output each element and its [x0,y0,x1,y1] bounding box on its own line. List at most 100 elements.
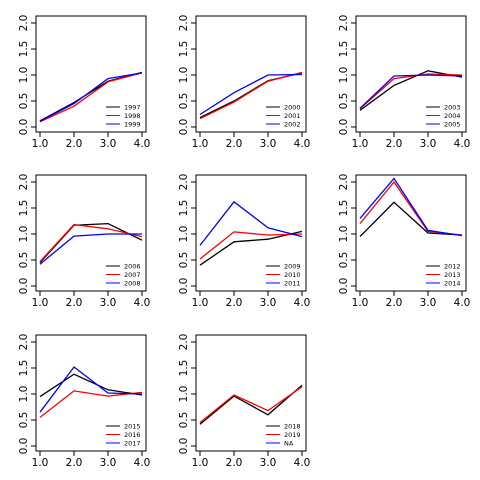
x-tick-label: 3.0 [100,138,117,150]
x-tick-label: 2.0 [226,138,243,150]
series-line [199,231,303,260]
legend-label: 2017 [124,439,141,447]
x-tick-label: 1.0 [192,138,209,150]
y-tick-label: 0.0 [178,278,190,295]
legend-label: 2006 [124,262,141,270]
y-tick-label: 2.0 [178,15,190,32]
y-tick-label: 2.0 [18,334,30,351]
series-line [199,384,303,425]
legend-label: 2018 [284,422,301,430]
x-tick-label: 2.0 [386,138,403,150]
y-tick-label: 1.5 [18,200,30,217]
legend-label: 2010 [284,271,301,279]
y-tick-label: 0.5 [18,93,30,110]
y-tick-label: 0.0 [18,438,30,455]
series-line [39,233,142,265]
y-tick-label: 1.5 [178,200,190,217]
x-tick-label: 2.0 [66,297,83,309]
plot-frame [195,174,307,292]
legend-label: 2008 [124,279,141,287]
x-tick-label: 3.0 [100,297,117,309]
plot-frame [35,174,147,292]
y-tick-label: 0.5 [338,93,350,110]
legend-label: 2011 [284,279,301,287]
series-line [359,73,463,110]
y-tick-label: 0.5 [178,252,190,269]
y-tick-label: 0.0 [338,119,350,136]
y-tick-label: 0.0 [338,278,350,295]
x-tick-label: 3.0 [260,297,277,309]
y-tick-label: 2.0 [178,174,190,191]
plot-frame [35,334,147,452]
x-tick-label: 2.0 [66,138,83,150]
legend-label: 2012 [444,262,461,270]
series-line [199,386,303,424]
legend-label: 2001 [284,112,301,120]
y-tick-label: 0.5 [178,412,190,429]
x-tick-label: 4.0 [294,457,311,469]
y-tick-label: 1.5 [18,41,30,58]
x-tick-label: 4.0 [454,297,471,309]
y-tick-label: 0.5 [178,93,190,110]
y-tick-label: 1.0 [18,386,30,403]
series-line [39,373,143,398]
y-tick-label: 1.0 [178,226,190,243]
x-tick-label: 3.0 [260,457,277,469]
legend-label: 2013 [444,271,461,279]
y-tick-label: 2.0 [18,174,30,191]
x-tick-label: 3.0 [260,138,277,150]
y-tick-label: 1.0 [338,226,350,243]
y-tick-label: 0.0 [18,119,30,136]
series-line [39,366,143,413]
x-tick-label: 4.0 [134,138,151,150]
y-tick-label: 1.5 [338,200,350,217]
series-line [359,177,463,237]
y-tick-label: 1.0 [178,67,190,84]
y-tick-label: 2.0 [178,334,190,351]
y-tick-label: 0.5 [18,412,30,429]
y-tick-label: 1.5 [178,41,190,58]
legend-label: 2005 [444,120,461,128]
y-tick-label: 1.0 [338,67,350,84]
x-tick-label: 1.0 [32,297,49,309]
x-tick-label: 2.0 [226,457,243,469]
series-line [199,230,303,266]
y-tick-label: 0.5 [18,252,30,269]
legend-label: NA [284,439,294,447]
legend-label: 2002 [284,120,301,128]
y-tick-label: 2.0 [338,174,350,191]
series-line [199,71,303,120]
x-tick-label: 2.0 [386,297,403,309]
x-tick-label: 2.0 [226,297,243,309]
series-line [39,390,143,418]
legend-label: 2009 [284,262,301,270]
x-tick-label: 3.0 [100,457,117,469]
x-tick-label: 1.0 [192,297,209,309]
series-line [359,201,463,238]
x-tick-label: 1.0 [32,457,49,469]
y-tick-label: 0.5 [338,252,350,269]
y-tick-label: 1.5 [178,360,190,377]
x-tick-label: 4.0 [134,457,151,469]
y-tick-label: 1.5 [18,360,30,377]
x-tick-label: 4.0 [294,138,311,150]
legend-label: 2016 [124,431,141,439]
x-tick-label: 4.0 [454,138,471,150]
x-tick-label: 4.0 [294,297,311,309]
y-tick-label: 1.5 [338,41,350,58]
legend-label: 2004 [444,112,461,120]
series-line [39,222,143,264]
legend-label: 2000 [284,103,301,111]
plot-frame [355,174,467,292]
legend-label: 2007 [124,271,141,279]
plot-frame [355,15,467,133]
y-tick-label: 2.0 [338,15,350,32]
y-tick-label: 0.0 [178,438,190,455]
y-tick-label: 1.0 [178,386,190,403]
